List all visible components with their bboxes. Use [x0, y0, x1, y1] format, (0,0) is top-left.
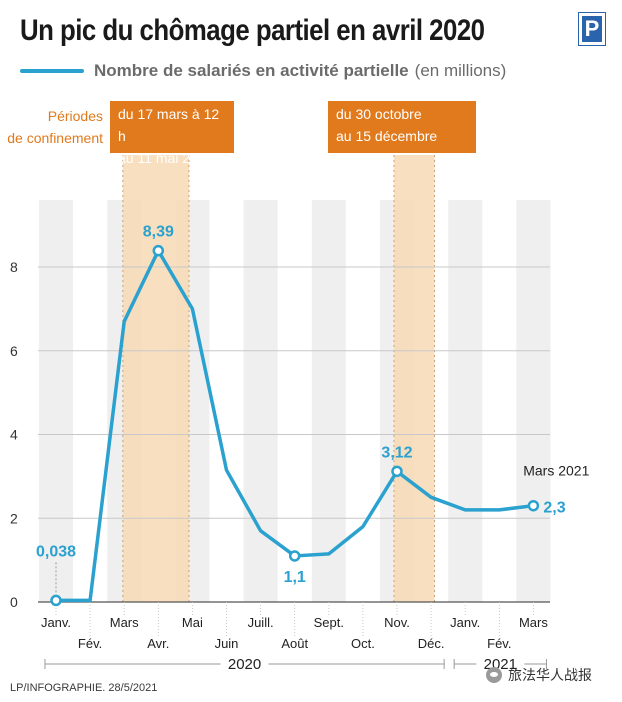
x-tick-label-9: Oct.: [351, 636, 375, 651]
period-2-label: du 30 octobre au 15 décembre 2020: [328, 101, 476, 166]
periods-label: Périodes de confinement: [0, 105, 103, 149]
legend: Nombre de salariés en activité partielle…: [20, 60, 506, 82]
column-shade-12: [448, 200, 483, 602]
x-tick-label-3: Avr.: [147, 636, 169, 651]
data-point-0: [50, 594, 62, 607]
wechat-icon: [486, 667, 502, 683]
x-tick-label-4: Mai: [182, 615, 203, 630]
confinement-band-2: [393, 155, 435, 602]
x-tick-label-8: Sept.: [314, 615, 344, 630]
footer-credit: LP/INFOGRAPHIE. 28/5/2021: [10, 682, 158, 694]
data-point-3: [152, 244, 165, 257]
y-tick-label-0: 0: [10, 594, 18, 610]
x-tick-label-14: Mars: [519, 615, 548, 630]
column-shade-8: [311, 200, 346, 602]
y-tick-label-4: 4: [10, 427, 18, 443]
wechat-watermark: 旅法华人战报: [486, 664, 592, 686]
periods-label-line-1: Périodes: [47, 108, 103, 124]
data-point-14: [527, 499, 540, 512]
column-shade-0: [38, 200, 74, 602]
data-label-3: 8,39: [143, 224, 174, 241]
year-label-2020: 2020: [228, 656, 261, 673]
y-tick-label-6: 6: [10, 343, 18, 359]
column-shade-14: [516, 200, 551, 602]
chart-title: Un pic du chômage partiel en avril 2020: [20, 14, 485, 47]
x-tick-label-6: Juill.: [248, 615, 274, 630]
x-tick-label-10: Nov.: [384, 615, 410, 630]
y-tick-label-8: 8: [10, 259, 18, 275]
x-tick-label-5: Juin: [215, 636, 239, 651]
x-tick-label-7: Août: [281, 636, 308, 651]
data-label-0: 0,038: [36, 543, 76, 560]
publisher-logo: P: [578, 12, 606, 46]
last-month-annotation: Mars 2021: [523, 463, 589, 479]
x-tick-label-0: Janv.: [41, 615, 71, 630]
legend-label: Nombre de salariés en activité partielle: [94, 61, 409, 80]
data-label-7: 1,1: [284, 569, 306, 586]
confinement-band-1: [122, 155, 189, 602]
data-label-10: 3,12: [381, 444, 412, 461]
data-label-14: 2,3: [543, 500, 565, 517]
x-tick-label-1: Fév.: [78, 636, 102, 651]
period-1-label: du 17 mars à 12 h au 11 mai 2020: [110, 101, 234, 166]
publisher-logo-letter: P: [582, 16, 602, 42]
y-tick-label-2: 2: [10, 510, 18, 526]
x-tick-label-2: Mars: [110, 615, 139, 630]
data-point-10: [391, 465, 403, 478]
data-point-7: [288, 550, 301, 562]
periods-label-line-2: de confinement: [7, 130, 103, 146]
x-tick-label-11: Déc.: [418, 636, 445, 651]
x-tick-label-13: Fév.: [487, 636, 511, 651]
legend-line-swatch: [20, 69, 84, 73]
legend-unit: (en millions): [414, 61, 507, 80]
wechat-account-name: 旅法华人战报: [508, 667, 592, 683]
x-tick-label-12: Janv.: [450, 615, 480, 630]
